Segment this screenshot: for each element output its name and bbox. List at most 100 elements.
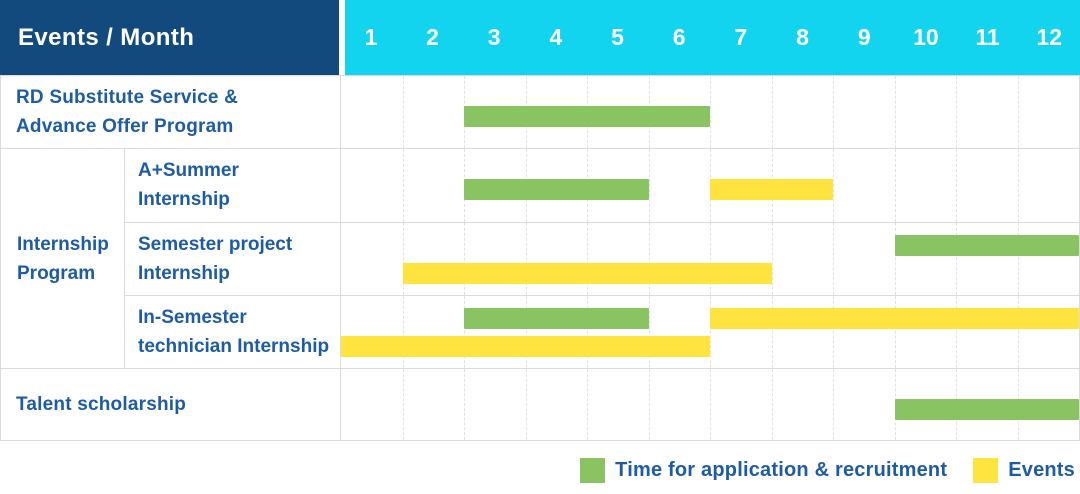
chart-cell-semester-project-internship — [341, 222, 1079, 296]
month-gridline — [833, 369, 834, 440]
application-bar — [894, 234, 1079, 256]
month-gridline — [587, 296, 588, 369]
row-label-line: Advance Offer Program — [16, 116, 234, 137]
legend-label-events: Events — [1008, 459, 1075, 481]
event-bar — [710, 179, 833, 200]
row-label-line: technician Internship — [138, 336, 330, 358]
month-gridline — [587, 222, 588, 296]
group-label-line: Program — [17, 262, 96, 284]
month-header-3: 3 — [487, 24, 501, 50]
month-gridline — [1017, 149, 1019, 222]
events-month-header-cell: Events / Month — [0, 0, 339, 75]
month-gridline — [894, 76, 896, 148]
row-label-in-semester-technician-internship: In-Semester technician Internship — [125, 296, 341, 369]
internship-program-group-row: Internship Program A+Summer Internship S… — [1, 148, 1079, 369]
month-gridline — [648, 369, 650, 440]
month-gridline — [402, 222, 404, 296]
row-label-line: RD Substitute Service & — [16, 87, 239, 108]
legend: Time for application & recruitment Event… — [580, 458, 1075, 483]
application-bar — [464, 308, 649, 330]
row-rd-substitute-service: RD Substitute Service & Advance Offer Pr… — [1, 75, 1079, 148]
month-gridline — [833, 296, 834, 369]
group-label-line: Internship — [17, 233, 109, 255]
month-gridline — [648, 296, 650, 369]
chart-cell-in-semester-technician-internship — [341, 296, 1079, 369]
table-body: RD Substitute Service & Advance Offer Pr… — [0, 75, 1080, 441]
month-gridline — [1017, 296, 1019, 369]
application-bar — [464, 179, 649, 200]
row-label-talent-scholarship: Talent scholarship — [1, 369, 341, 440]
row-label-line: A+Summer — [138, 160, 239, 182]
month-gridline — [833, 222, 834, 296]
schedule-table: Events / Month 1 2 3 4 5 6 7 8 9 10 11 12 RD Substi… — [0, 0, 1080, 441]
month-header-6: 6 — [672, 24, 686, 50]
event-bar — [710, 308, 1079, 330]
application-color-swatch-icon — [580, 458, 606, 483]
month-header-4: 4 — [549, 24, 563, 50]
month-gridline — [771, 369, 773, 440]
month-gridline — [648, 222, 650, 296]
month-header-10: 10 — [913, 24, 939, 50]
application-bar — [464, 106, 710, 127]
chart-cell-talent-scholarship — [341, 369, 1079, 440]
month-gridline — [710, 76, 711, 148]
months-grid: 1 2 3 4 5 6 7 8 9 10 11 12 — [340, 0, 1080, 75]
month-gridline — [771, 222, 773, 296]
month-gridline — [525, 222, 527, 296]
month-gridline — [402, 296, 404, 369]
month-gridline — [402, 76, 404, 148]
month-gridline — [464, 222, 465, 296]
month-gridline — [402, 369, 404, 440]
header-gap — [339, 0, 345, 75]
row-label-line: Internship — [138, 189, 230, 211]
month-gridline — [894, 222, 896, 296]
month-header-9: 9 — [857, 24, 871, 50]
legend-label-application: Time for application & recruitment — [615, 459, 948, 481]
month-gridline — [648, 149, 650, 222]
header-row: Events / Month 1 2 3 4 5 6 7 8 9 10 11 12 — [0, 0, 1080, 75]
month-gridline — [587, 369, 588, 440]
row-label-line: Semester project — [138, 234, 293, 255]
month-gridline — [771, 76, 773, 148]
chart-cell-a-plus-summer-internship — [341, 149, 1079, 222]
header-title: Events / Month — [18, 23, 195, 51]
months-header-band: 1 2 3 4 5 6 7 8 9 10 11 12 — [345, 0, 1080, 75]
month-gridline — [771, 296, 773, 369]
row-a-plus-summer-internship: A+Summer Internship — [125, 149, 1079, 222]
month-gridline — [894, 296, 896, 369]
row-label-rd-substitute-service: RD Substitute Service & Advance Offer Pr… — [1, 76, 341, 148]
event-bar — [402, 262, 772, 284]
row-semester-project-internship: Semester project Internship — [125, 221, 1079, 296]
month-gridline — [956, 222, 957, 296]
legend-item-application: Time for application & recruitment — [580, 458, 947, 483]
group-label-internship-program: Internship Program — [1, 149, 125, 368]
row-label-semester-project-internship: Semester project Internship — [125, 222, 341, 296]
month-gridline — [894, 149, 896, 222]
month-gridline — [710, 222, 711, 296]
row-label-line: Internship — [138, 263, 230, 284]
row-in-semester-technician-internship: In-Semester technician Internship — [125, 295, 1079, 369]
month-header-12: 12 — [1036, 24, 1063, 50]
row-talent-scholarship: Talent scholarship — [1, 368, 1079, 440]
month-gridline — [833, 76, 834, 148]
month-header-2: 2 — [426, 24, 439, 50]
month-gridline — [956, 296, 957, 369]
month-header-1: 1 — [364, 24, 378, 50]
event-bar — [341, 336, 710, 358]
month-gridline — [464, 296, 465, 369]
application-bar — [894, 399, 1079, 420]
events-color-swatch-icon — [973, 458, 999, 483]
month-gridline — [525, 296, 527, 369]
month-gridline — [833, 149, 834, 222]
month-gridline — [710, 369, 711, 440]
internship-subrows: A+Summer Internship Semester project Int… — [125, 149, 1079, 369]
month-gridline — [956, 149, 957, 222]
month-gridline — [1017, 76, 1019, 148]
month-header-7: 7 — [734, 24, 748, 50]
month-header-5: 5 — [611, 24, 624, 50]
month-gridline — [525, 369, 527, 440]
legend-item-events: Events — [973, 458, 1075, 483]
row-label-a-plus-summer-internship: A+Summer Internship — [125, 149, 341, 222]
month-gridline — [464, 369, 465, 440]
